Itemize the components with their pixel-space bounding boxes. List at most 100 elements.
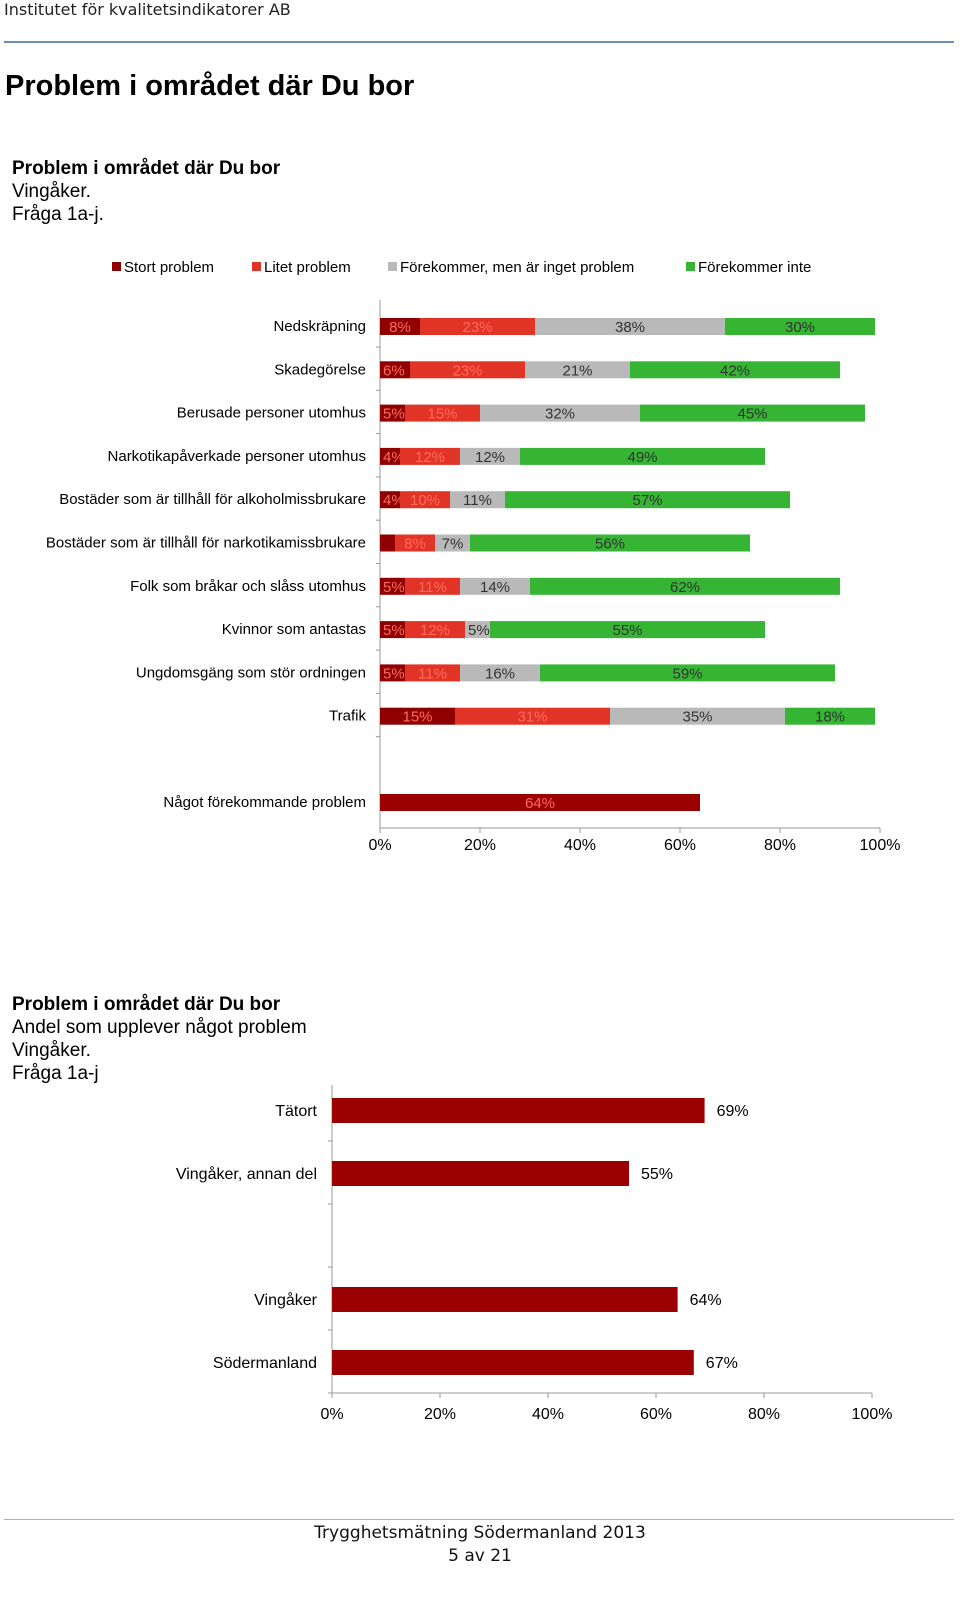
category-label: Narkotikapåverkade personer utomhus xyxy=(108,448,366,465)
data-label: 31% xyxy=(517,709,547,726)
x-tick-label: 20% xyxy=(464,837,496,854)
data-label: 11% xyxy=(418,579,447,596)
stacked-bar-chart: Stort problem Litet problem Förekommer, me… xyxy=(46,259,901,854)
bar-segment xyxy=(400,491,450,509)
chart1-titles: Problem i området där Du bor Vingåker. F… xyxy=(12,157,280,226)
data-label-extra: 64% xyxy=(525,795,555,812)
bar xyxy=(332,1350,694,1375)
data-label: 11% xyxy=(463,492,492,509)
x-tick-label: 60% xyxy=(664,837,696,854)
bar-segment xyxy=(490,621,765,639)
data-label: 8% xyxy=(389,319,411,336)
bar-segment xyxy=(380,361,410,379)
category-label: Trafik xyxy=(329,708,366,725)
bar-segment xyxy=(540,664,835,682)
data-label: 32% xyxy=(545,406,575,423)
data-label: 7% xyxy=(442,536,464,553)
x-tick-label: 80% xyxy=(764,837,796,854)
bar-segment xyxy=(405,404,480,422)
chart2-titles: Problem i området där Du bor Andel som u… xyxy=(12,993,307,1085)
data-label: 67% xyxy=(706,1355,738,1372)
chart1-subtitle-2: Fråga 1a-j. xyxy=(12,204,104,225)
category-label: Tätort xyxy=(275,1103,317,1120)
bar xyxy=(332,1287,678,1312)
bar-segment xyxy=(535,318,725,335)
category-label: Vingåker xyxy=(254,1291,318,1309)
legend-swatch-2 xyxy=(388,262,397,271)
data-label: 59% xyxy=(672,665,702,682)
bar-segment xyxy=(410,361,525,379)
bar-segment xyxy=(395,534,435,552)
x-tick-label: 0% xyxy=(320,1406,343,1423)
bar-segment xyxy=(460,664,540,682)
chart2-subtitle-3: Fråga 1a-j xyxy=(12,1063,99,1084)
bar-chart: Tätort 69% Vingåker, annan del 55% Vingåker 6… xyxy=(176,1085,892,1423)
chart2-subtitle-1: Andel som upplever något problem xyxy=(12,1017,307,1038)
footer-rule xyxy=(4,1519,954,1520)
data-label: 35% xyxy=(682,709,712,726)
legend-swatch-0 xyxy=(112,262,121,271)
bar-segment xyxy=(405,664,460,682)
bar xyxy=(332,1098,705,1123)
data-label: 11% xyxy=(418,665,447,682)
data-label: 38% xyxy=(615,319,645,336)
data-label: 8% xyxy=(404,536,426,553)
bar-segment xyxy=(380,404,405,422)
bar-segment xyxy=(405,621,465,639)
x-tick-label: 80% xyxy=(748,1406,780,1423)
bar-segment xyxy=(470,534,750,552)
bar-segment xyxy=(455,707,610,725)
x-tick-label: 60% xyxy=(640,1406,672,1423)
bar-segment xyxy=(380,621,405,639)
bar-extra xyxy=(380,794,700,811)
category-label: Kvinnor som antastas xyxy=(222,621,366,638)
bar-segment xyxy=(480,404,640,422)
category-label: Södermanland xyxy=(213,1355,317,1372)
data-label: 4% xyxy=(383,492,405,509)
bar-segment xyxy=(725,318,875,335)
header-org: Institutet för kvalitetsindikatorer AB xyxy=(4,0,291,19)
x-tick-label: 20% xyxy=(424,1406,456,1423)
category-label: Nedskräpning xyxy=(273,318,366,335)
data-label: 12% xyxy=(415,449,445,466)
data-label: 5% xyxy=(468,622,490,639)
bar-segment xyxy=(380,318,420,335)
category-label: Skadegörelse xyxy=(274,361,366,378)
data-label: 62% xyxy=(670,579,700,596)
data-label: 6% xyxy=(383,362,405,379)
page-title: Problem i området där Du bor xyxy=(5,70,415,102)
category-label: Berusade personer utomhus xyxy=(177,405,366,422)
data-label: 15% xyxy=(427,406,457,423)
data-label: 21% xyxy=(562,362,592,379)
legend-label-3: Förekommer inte xyxy=(698,259,811,276)
x-tick-label: 100% xyxy=(860,837,901,854)
data-label: 4% xyxy=(383,449,405,466)
bar-segment xyxy=(640,404,865,422)
data-label: 12% xyxy=(475,449,505,466)
bar-segment xyxy=(460,447,520,465)
bar-segment xyxy=(520,447,765,465)
x-tick-label: 40% xyxy=(564,837,596,854)
bar-segment xyxy=(380,491,400,509)
bar-segment xyxy=(530,577,840,595)
bar-segment xyxy=(630,361,840,379)
data-label: 16% xyxy=(485,665,515,682)
data-label: 49% xyxy=(627,449,657,466)
bar-segment xyxy=(465,621,490,639)
data-label: 18% xyxy=(815,709,845,726)
bar-segment xyxy=(400,447,460,465)
legend-swatch-3 xyxy=(686,262,695,271)
chart2-title: Problem i området där Du bor xyxy=(12,994,281,1015)
x-tick-label: 40% xyxy=(532,1406,564,1423)
chart1-subtitle-1: Vingåker. xyxy=(12,181,91,202)
data-label: 57% xyxy=(632,492,662,509)
chart2-subtitle-2: Vingåker. xyxy=(12,1040,91,1061)
data-label: 14% xyxy=(480,579,510,596)
bar-segment xyxy=(380,664,405,682)
footer-line-2: 5 av 21 xyxy=(448,1546,512,1566)
chart1-title: Problem i området där Du bor xyxy=(12,158,281,179)
bar-segment xyxy=(380,577,405,595)
bar-segment xyxy=(380,707,455,725)
category-label: Ungdomsgäng som stör ordningen xyxy=(136,664,366,681)
legend-label-0: Stort problem xyxy=(124,259,214,276)
